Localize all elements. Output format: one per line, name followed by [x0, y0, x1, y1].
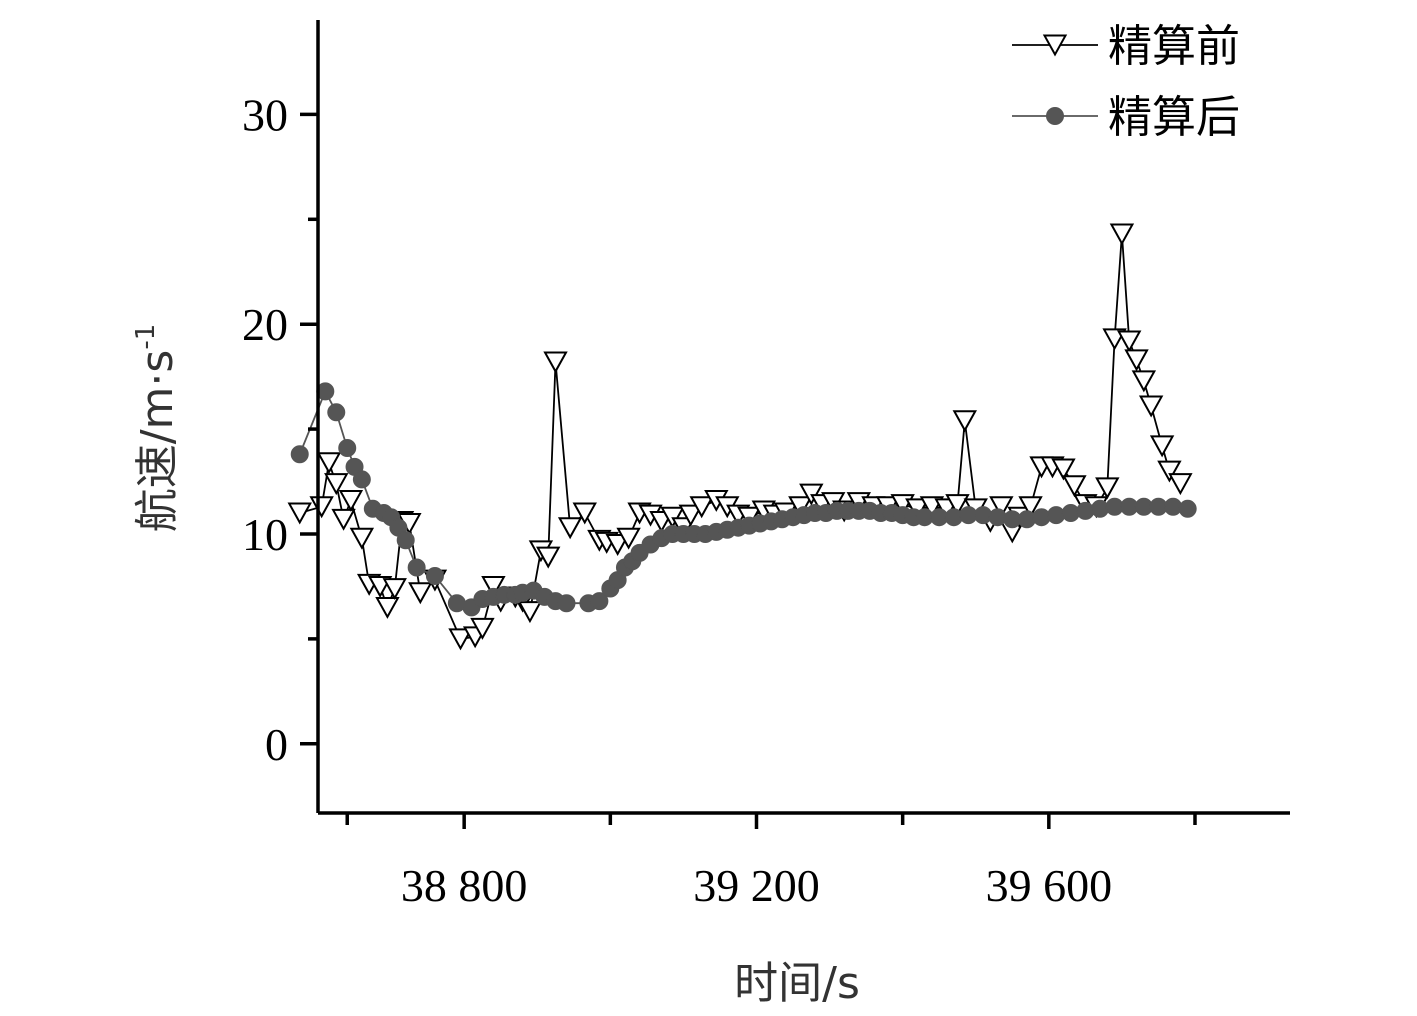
triangle-marker [1042, 34, 1068, 57]
x-tick-label: 39 600 [986, 860, 1113, 911]
circle-marker [327, 403, 346, 422]
y-axis-title-superscript: -1 [131, 324, 161, 350]
axis-titles: 时间/s 航速/m·s-1 [131, 324, 860, 1009]
triangle-marker [543, 351, 568, 374]
triangle-marker [1138, 395, 1164, 418]
legend-label-after: 精算后 [1108, 92, 1240, 143]
triangle-marker [1018, 496, 1043, 519]
triangle-marker [678, 504, 703, 527]
triangle-marker [1095, 477, 1120, 500]
triangle-marker [316, 452, 342, 475]
circle-marker [1046, 107, 1064, 125]
triangle-marker [952, 410, 977, 433]
triangle-marker [1157, 460, 1182, 483]
triangle-marker [338, 489, 364, 512]
triangle-marker [1149, 435, 1175, 458]
circle-marker [407, 558, 426, 577]
triangle-marker [616, 527, 641, 550]
triangle-marker [1168, 473, 1193, 496]
legend-entry-after: 精算后 [1012, 92, 1240, 143]
circle-marker [290, 445, 309, 464]
triangle-marker [536, 546, 561, 569]
y-tick-label: 0 [265, 719, 288, 770]
triangle-marker [408, 582, 433, 605]
triangle-marker [799, 483, 824, 506]
triangle-marker [989, 496, 1014, 519]
triangle-marker [557, 517, 583, 540]
y-axis-title: 航速/m·s-1 [131, 324, 183, 533]
circle-marker [425, 566, 444, 585]
legend-label-before: 精算前 [1108, 21, 1240, 72]
triangle-marker [470, 617, 495, 640]
circle-marker [352, 470, 371, 489]
triangle-marker [481, 575, 506, 598]
triangle-marker [517, 601, 543, 624]
triangle-marker [660, 506, 685, 529]
series-after-refinement [290, 382, 1197, 617]
axes: 0 10 20 30 38 800 39 200 39 600 [242, 20, 1290, 911]
x-tick-label: 38 800 [401, 860, 528, 911]
triangle-marker [689, 496, 714, 519]
triangle-marker [1124, 349, 1149, 372]
triangle-marker [1117, 330, 1142, 353]
triangle-marker [1131, 370, 1157, 393]
triangle-marker [331, 508, 356, 531]
y-tick-label: 20 [242, 299, 288, 350]
circle-marker [557, 594, 576, 613]
y-tick-label: 10 [242, 509, 288, 560]
circle-marker [590, 592, 609, 611]
triangle-marker [448, 628, 473, 651]
triangle-marker [572, 502, 597, 525]
circle-marker [1178, 499, 1197, 518]
legend-entry-before: 精算前 [1012, 21, 1240, 72]
triangle-marker [945, 494, 970, 517]
triangle-marker [1062, 475, 1087, 498]
triangle-marker [1109, 223, 1135, 246]
triangle-marker [287, 502, 312, 525]
y-tick-label: 30 [242, 89, 288, 140]
x-axis-title: 时间/s [734, 958, 860, 1009]
triangle-marker [605, 534, 630, 556]
circle-marker [396, 531, 415, 550]
y-axis-title-main: 航速/m·s [132, 350, 183, 533]
triangle-marker [1051, 458, 1076, 481]
triangle-marker [349, 527, 375, 550]
triangle-marker [309, 496, 334, 519]
circle-marker [338, 438, 357, 457]
series-before-refinement [287, 223, 1193, 651]
triangle-marker [382, 578, 407, 601]
x-tick-label: 39 200 [693, 860, 820, 911]
triangle-marker [324, 473, 349, 496]
triangle-marker [375, 596, 400, 619]
